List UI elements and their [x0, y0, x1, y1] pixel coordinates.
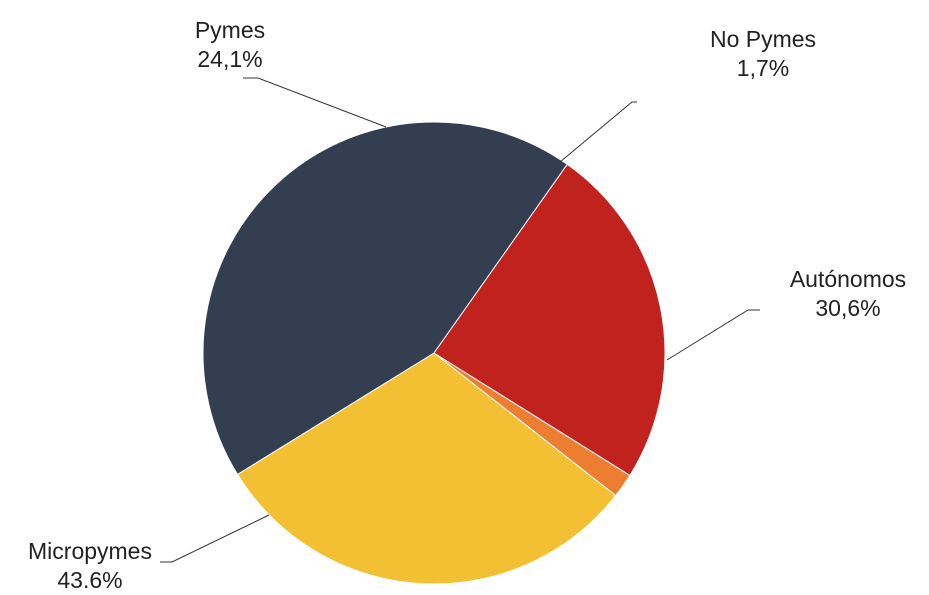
- label-micropymes-value: 43.6%: [57, 567, 123, 593]
- label-no-pymes: No Pymes 1,7%: [688, 25, 838, 83]
- label-autonomos: Autónomos 30,6%: [773, 265, 923, 323]
- leader-line-pymes: [243, 77, 387, 128]
- pie-slice-autonomos: [236, 352, 617, 585]
- label-pymes: Pymes 24,1%: [165, 16, 295, 74]
- leader-line-no-pymes: [559, 101, 637, 163]
- label-pymes-name: Pymes: [194, 17, 266, 43]
- pie-slice-micropymes: [202, 121, 568, 476]
- label-micropymes-name: Micropymes: [28, 538, 152, 564]
- label-micropymes: Micropymes 43.6%: [0, 537, 180, 595]
- label-pymes-value: 24,1%: [197, 46, 263, 72]
- label-autonomos-value: 30,6%: [815, 295, 881, 321]
- label-autonomos-name: Autónomos: [789, 266, 907, 292]
- label-no-pymes-name: No Pymes: [709, 26, 817, 52]
- leader-line-autonomos: [666, 309, 760, 361]
- leader-line-micropymes: [160, 514, 270, 563]
- pie-slice-pymes: [433, 163, 666, 477]
- label-no-pymes-value: 1,7%: [736, 55, 790, 81]
